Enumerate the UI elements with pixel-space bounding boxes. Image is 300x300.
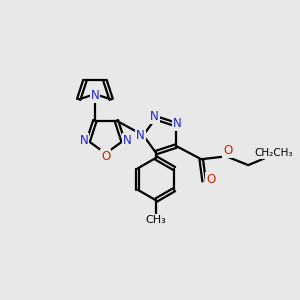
Text: N: N bbox=[136, 129, 145, 142]
Text: CH₂CH₃: CH₂CH₃ bbox=[255, 148, 293, 158]
Text: O: O bbox=[206, 173, 215, 186]
Text: CH₃: CH₃ bbox=[146, 215, 166, 225]
Text: N: N bbox=[123, 134, 132, 147]
Text: N: N bbox=[150, 110, 159, 123]
Text: N: N bbox=[80, 134, 88, 147]
Text: N: N bbox=[91, 89, 99, 102]
Text: O: O bbox=[101, 150, 110, 163]
Text: N: N bbox=[173, 117, 182, 130]
Text: O: O bbox=[223, 144, 232, 157]
